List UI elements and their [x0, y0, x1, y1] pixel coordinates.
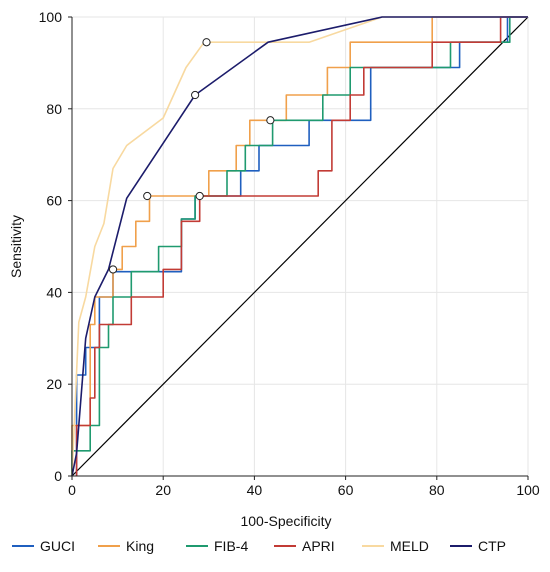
- y-axis-title: Sensitivity: [8, 215, 24, 278]
- legend-label: MELD: [390, 538, 429, 554]
- legend-label: APRI: [302, 538, 335, 554]
- x-axis-ticks: 0 20 40 60 80 100: [68, 476, 540, 498]
- legend-label: FIB-4: [214, 538, 248, 554]
- cutoff-marker-apri: [195, 191, 204, 201]
- cutoff-marker-meld: [202, 38, 211, 47]
- legend-label: GUCI: [40, 538, 75, 554]
- series-lines: [71, 16, 528, 477]
- cutoff-markers: [108, 38, 275, 274]
- y-tick-label: 0: [54, 468, 62, 484]
- x-tick-label: 60: [338, 482, 354, 498]
- series-line-fib-4: [71, 16, 528, 476]
- x-tick-label: 40: [247, 482, 263, 498]
- y-axis-ticks: 0 20 40 60 80 100: [39, 9, 72, 484]
- x-tick-label: 100: [516, 482, 540, 498]
- legend-item-meld: MELD: [362, 538, 429, 554]
- series-line-apri: [75, 16, 528, 476]
- legend-label: CTP: [478, 538, 506, 554]
- legend-item-fib-4: FIB-4: [186, 538, 248, 554]
- legend-item-king: King: [98, 538, 154, 554]
- x-tick-label: 20: [155, 482, 171, 498]
- legend-item-ctp: CTP: [450, 538, 506, 554]
- legend-item-apri: APRI: [274, 538, 335, 554]
- legend-label: King: [126, 538, 154, 554]
- y-tick-label: 80: [46, 101, 62, 117]
- y-tick-label: 60: [46, 193, 62, 209]
- reference-diagonal-line: [71, 16, 529, 477]
- legend-item-guci: GUCI: [12, 538, 75, 554]
- y-tick-label: 40: [46, 284, 62, 300]
- cutoff-marker-fib-4: [266, 116, 275, 125]
- series-line-ctp: [71, 16, 528, 477]
- y-tick-label: 100: [39, 9, 63, 25]
- series-line-meld: [71, 16, 528, 477]
- x-tick-label: 0: [68, 482, 76, 498]
- x-tick-label: 80: [429, 482, 445, 498]
- x-axis-title: 100-Specificity: [240, 513, 331, 529]
- cutoff-marker-guci: [108, 265, 118, 274]
- cutoff-marker-ctp: [191, 90, 200, 100]
- cutoff-marker-king: [143, 191, 152, 201]
- y-tick-label: 20: [46, 376, 62, 392]
- legend: GUCI King FIB-4 APRI MELD CTP: [12, 538, 506, 554]
